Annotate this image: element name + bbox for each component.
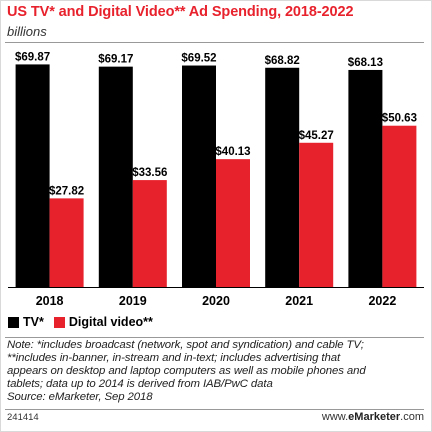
data-label-tv-2021: $68.82 [265, 55, 300, 67]
x-tick-label-2020: 2020 [202, 294, 230, 308]
data-label-tv-2020: $69.52 [181, 53, 216, 65]
note-line: appears on desktop and laptop computers … [7, 365, 366, 377]
bar-tv-2021 [265, 67, 300, 287]
chart-title: US TV* and Digital Video** Ad Spending, … [7, 4, 354, 20]
data-label-digital-video-2019: $33.56 [132, 167, 167, 179]
legend-label-tv: TV* [23, 315, 44, 329]
legend-item-digital-video: Digital video** [53, 315, 153, 329]
footer-divider [5, 409, 424, 410]
chart-id: 241414 [7, 412, 39, 423]
x-tick-label-2021: 2021 [285, 294, 313, 308]
bar-tv-2020 [182, 65, 216, 287]
bar-tv-2018 [15, 64, 50, 287]
bar-chart: $69.87 $27.82 2018 $69.17 $33.56 2019 $69.52 $4… [8, 51, 424, 308]
data-label-digital-video-2020: $40.13 [215, 146, 250, 158]
bar-tv-2019 [98, 66, 133, 288]
url-brand: eMarketer [348, 411, 401, 423]
note-line: tablets; data up to 2014 is derived from… [7, 378, 273, 390]
legend-item-tv: TV* [8, 315, 44, 329]
bar-digital-video-2018 [49, 198, 84, 287]
source-line: Source: eMarketer, Sep 2018 [7, 391, 153, 403]
x-tick-label-2022: 2022 [368, 294, 396, 308]
data-label-tv-2018: $69.87 [15, 51, 50, 63]
bar-tv-2022 [348, 69, 383, 288]
bar-digital-video-2022 [382, 125, 417, 288]
data-label-tv-2019: $69.17 [98, 54, 133, 66]
legend-label-digital-video: Digital video** [68, 315, 153, 329]
bar-digital-video-2021 [299, 142, 334, 287]
x-tick-label-2018: 2018 [36, 294, 64, 308]
chart-notes: Note: *includes broadcast (network, spot… [7, 339, 425, 404]
data-label-tv-2022: $68.13 [348, 57, 383, 69]
note-divider [5, 337, 424, 338]
legend-swatch-digital-video [53, 316, 65, 328]
url-prefix: www. [321, 411, 349, 423]
x-tick-label-2019: 2019 [119, 294, 147, 308]
footer-url[interactable]: www.eMarketer.com [322, 411, 424, 423]
data-label-digital-video-2022: $50.63 [382, 113, 417, 125]
note-line: **includes in-banner, in-stream and in-t… [7, 352, 341, 364]
legend-swatch-tv [8, 316, 19, 328]
title-divider [5, 42, 424, 43]
note-line: Note: *includes broadcast (network, spot… [7, 339, 364, 351]
data-label-digital-video-2018: $27.82 [49, 185, 84, 197]
bar-digital-video-2020 [216, 159, 250, 287]
chart-subtitle: billions [7, 24, 47, 39]
bar-digital-video-2019 [132, 180, 167, 287]
data-label-digital-video-2021: $45.27 [299, 130, 334, 142]
legend: TV* Digital video** [8, 314, 163, 330]
url-suffix: .com [400, 411, 424, 423]
